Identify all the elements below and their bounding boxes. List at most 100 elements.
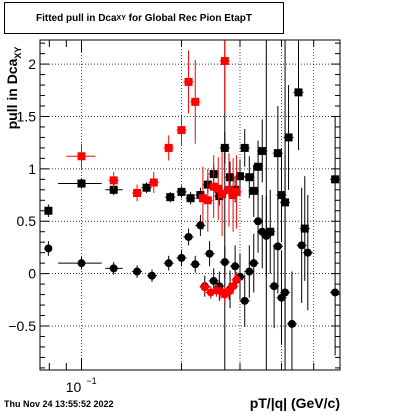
data-point bbox=[248, 233, 259, 293]
data-point bbox=[293, 40, 304, 150]
square-marker bbox=[109, 185, 118, 194]
circle-marker bbox=[133, 267, 142, 276]
square-marker bbox=[177, 187, 186, 196]
square-marker bbox=[266, 227, 275, 236]
data-point bbox=[224, 153, 235, 227]
data-point bbox=[146, 269, 157, 282]
data-point bbox=[280, 155, 291, 250]
square-marker bbox=[198, 194, 207, 203]
data-point bbox=[219, 40, 230, 114]
circle-marker bbox=[109, 264, 118, 273]
data-point bbox=[141, 182, 152, 193]
circle-marker bbox=[229, 282, 238, 291]
square-marker bbox=[331, 175, 340, 184]
circle-marker bbox=[249, 259, 258, 268]
data-point bbox=[330, 229, 340, 356]
data-point bbox=[108, 172, 119, 189]
data-point bbox=[217, 152, 228, 236]
circle-marker bbox=[232, 275, 241, 284]
data-point bbox=[253, 140, 264, 193]
circle-marker bbox=[254, 217, 263, 226]
circle-marker bbox=[209, 276, 218, 285]
data-point bbox=[208, 268, 219, 294]
chart-title-main: Fitted pull in Dca bbox=[35, 12, 117, 24]
y-tick-label: 1.5 bbox=[17, 108, 37, 124]
square-marker bbox=[218, 190, 227, 198]
data-point bbox=[165, 191, 176, 203]
data-point bbox=[190, 255, 201, 273]
square-marker bbox=[186, 194, 195, 203]
square-marker bbox=[240, 143, 249, 152]
y-axis-label-sub: XY bbox=[12, 46, 23, 59]
square-marker bbox=[294, 88, 303, 97]
data-point bbox=[261, 196, 272, 276]
data-point bbox=[176, 185, 187, 199]
circle-marker bbox=[245, 267, 254, 276]
data-point bbox=[58, 256, 102, 270]
square-marker bbox=[149, 178, 158, 187]
data-point bbox=[253, 189, 264, 253]
data-point bbox=[58, 178, 102, 189]
data-point bbox=[176, 114, 187, 146]
square-marker bbox=[225, 185, 234, 194]
data-point bbox=[204, 241, 215, 267]
square-marker bbox=[184, 77, 193, 86]
square-marker bbox=[258, 147, 267, 156]
square-marker bbox=[166, 193, 175, 202]
circle-marker bbox=[281, 288, 290, 297]
circle-marker bbox=[200, 283, 209, 292]
data-point bbox=[190, 59, 201, 144]
data-point bbox=[163, 135, 174, 161]
axes: −0.5 0 0.5 1 1.5 2 10 −1 bbox=[8, 40, 341, 395]
circle-marker bbox=[331, 288, 340, 297]
data-marks bbox=[44, 40, 340, 370]
data-point bbox=[272, 199, 283, 294]
circle-marker bbox=[184, 232, 193, 241]
chart-title-sub: XY bbox=[116, 14, 126, 22]
circle-marker bbox=[270, 282, 279, 291]
circle-marker bbox=[177, 253, 186, 262]
x-tick-label-exponent: −1 bbox=[86, 376, 96, 386]
y-tick-label: 2 bbox=[28, 56, 36, 72]
square-marker bbox=[236, 172, 244, 181]
circle-marker bbox=[240, 296, 249, 305]
square-marker bbox=[284, 133, 293, 142]
circle-marker bbox=[262, 231, 271, 240]
square-marker bbox=[164, 143, 173, 152]
data-point bbox=[286, 271, 297, 370]
square-marker bbox=[249, 186, 258, 195]
square-marker bbox=[277, 191, 286, 200]
y-tick-label: −0.5 bbox=[8, 318, 36, 334]
data-point bbox=[213, 157, 224, 221]
data-point bbox=[283, 85, 294, 190]
data-point bbox=[239, 274, 250, 328]
square-marker bbox=[226, 173, 235, 182]
data-point bbox=[244, 245, 255, 298]
square-marker bbox=[77, 152, 86, 161]
y-axis-label: pull in DcaXY bbox=[4, 18, 23, 158]
square-marker bbox=[177, 126, 186, 135]
circle-marker bbox=[287, 319, 296, 328]
square-marker bbox=[133, 188, 142, 197]
data-point bbox=[202, 168, 213, 232]
data-point bbox=[176, 249, 187, 267]
chart-title: Fitted pull in Dca XY for Global Rec Pion… bbox=[4, 2, 284, 34]
data-point bbox=[66, 143, 96, 169]
data-point bbox=[280, 240, 291, 345]
data-point bbox=[231, 271, 242, 289]
circle-marker bbox=[273, 242, 282, 251]
circle-marker bbox=[164, 259, 173, 268]
circle-marker bbox=[303, 248, 312, 257]
square-marker bbox=[300, 224, 309, 233]
data-point bbox=[183, 50, 194, 114]
data-point bbox=[44, 241, 53, 256]
circle-marker bbox=[191, 260, 200, 269]
data-point bbox=[44, 204, 53, 218]
circle-marker bbox=[77, 259, 86, 268]
data-point bbox=[302, 195, 313, 311]
square-marker bbox=[109, 176, 118, 185]
square-marker bbox=[77, 179, 86, 188]
data-point bbox=[163, 255, 174, 271]
